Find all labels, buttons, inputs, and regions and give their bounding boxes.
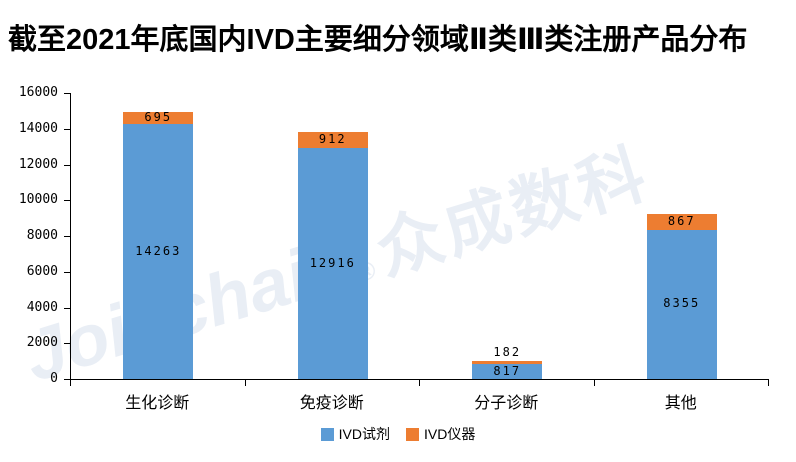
x-axis-tick-mark bbox=[244, 380, 246, 386]
legend: IVD试剂 IVD仪器 bbox=[0, 424, 796, 444]
data-label-instrument: 695 bbox=[144, 109, 173, 124]
x-axis-category-label: 生化诊断 bbox=[125, 395, 190, 412]
y-axis-tick-mark bbox=[64, 200, 70, 202]
y-axis-tick-mark bbox=[64, 236, 70, 237]
y-axis-tick-mark bbox=[64, 128, 70, 130]
data-label-reagent: 817 bbox=[493, 363, 522, 378]
x-axis-tick-mark bbox=[419, 380, 420, 386]
data-label-instrument: 182 bbox=[493, 345, 522, 360]
legend-item: IVD试剂 bbox=[320, 424, 390, 444]
y-axis-tick-label: 16000 bbox=[18, 85, 58, 100]
data-label-reagent: 14263 bbox=[135, 243, 182, 258]
y-axis-tick-label: 6000 bbox=[26, 263, 58, 279]
legend-label: IVD仪器 bbox=[424, 426, 476, 442]
x-axis-category-label: 其他 bbox=[664, 395, 697, 412]
x-axis-category-label: 免疫诊断 bbox=[299, 395, 364, 412]
y-axis-tick-label: 10000 bbox=[18, 192, 58, 208]
x-axis-category-label: 分子诊断 bbox=[474, 395, 539, 412]
y-axis-tick-label: 8000 bbox=[26, 228, 58, 243]
x-axis-tick-mark bbox=[70, 380, 71, 386]
y-axis-tick-label: 4000 bbox=[26, 299, 58, 315]
y-axis-tick-mark bbox=[64, 93, 70, 94]
data-label-reagent: 8355 bbox=[663, 296, 701, 311]
data-label-instrument: 867 bbox=[667, 213, 696, 228]
data-label-reagent: 12916 bbox=[309, 255, 356, 270]
bar-segment-instrument bbox=[297, 131, 368, 149]
plot-area: 14263 695 12916 912 817 182 8355 867 bbox=[70, 93, 769, 380]
y-axis-tick-mark bbox=[64, 164, 70, 166]
y-axis-tick-mark bbox=[64, 379, 70, 380]
x-axis-tick-mark bbox=[768, 380, 769, 386]
legend-swatch-icon bbox=[320, 427, 334, 441]
bar-segment-instrument bbox=[472, 361, 543, 365]
data-label-instrument: 912 bbox=[318, 131, 347, 146]
chart-title: 截至2021年底国内IVD主要细分领域Ⅱ类Ⅲ类注册产品分布 bbox=[8, 24, 748, 56]
bar-segment-instrument bbox=[646, 214, 717, 230]
bar-segment-reagent bbox=[646, 229, 717, 379]
y-axis-tick-label: 2000 bbox=[26, 335, 58, 351]
legend-label: IVD试剂 bbox=[338, 426, 390, 442]
y-axis-tick-label: 12000 bbox=[18, 156, 58, 172]
bar-segment-reagent bbox=[123, 124, 194, 379]
bar-segment-reagent bbox=[297, 148, 368, 379]
x-axis-tick-mark bbox=[593, 380, 595, 386]
y-axis-tick-mark bbox=[64, 271, 70, 273]
y-axis-tick-mark bbox=[64, 307, 70, 309]
bar-segment-reagent bbox=[472, 364, 543, 379]
y-axis-tick-mark bbox=[64, 343, 70, 345]
bar-segment-instrument bbox=[123, 111, 194, 125]
y-axis-tick-label: 0 bbox=[50, 371, 58, 386]
legend-swatch-icon bbox=[406, 427, 419, 441]
y-axis-tick-label: 14000 bbox=[18, 120, 58, 136]
legend-item: IVD仪器 bbox=[406, 424, 475, 444]
